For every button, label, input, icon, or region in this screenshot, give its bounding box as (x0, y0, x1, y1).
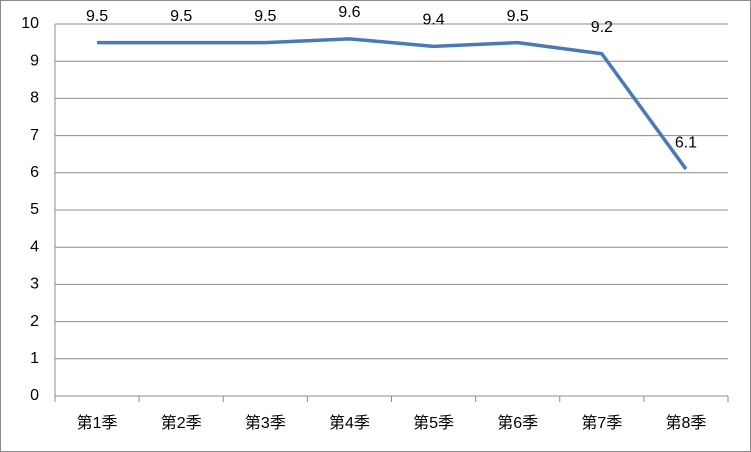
y-tick-label: 6 (30, 164, 39, 181)
y-tick-label: 4 (30, 238, 39, 255)
y-tick-label: 10 (21, 15, 39, 32)
y-tick-label: 2 (30, 313, 39, 330)
data-label: 9.4 (422, 12, 444, 29)
data-label: 9.6 (338, 4, 360, 21)
y-tick-label: 8 (30, 90, 39, 107)
data-label: 9.5 (507, 8, 529, 25)
data-label: 9.5 (254, 8, 276, 25)
data-label: 9.5 (86, 8, 108, 25)
y-tick-label: 3 (30, 276, 39, 293)
x-tick-label: 第8季 (665, 414, 706, 432)
y-tick-label: 0 (30, 387, 39, 404)
y-tick-label: 9 (30, 52, 39, 69)
series-line (97, 37, 688, 171)
x-tick-label: 第7季 (581, 414, 622, 432)
y-tick-label: 5 (30, 201, 39, 218)
x-tick-label: 第3季 (245, 414, 286, 432)
data-label: 9.2 (591, 19, 613, 36)
x-tick-label: 第1季 (77, 414, 118, 432)
x-tick-label: 第6季 (497, 414, 538, 432)
x-tick-label: 第4季 (329, 414, 370, 432)
y-tick-label: 7 (30, 127, 39, 144)
data-label: 9.5 (170, 8, 192, 25)
x-tick-label: 第2季 (161, 414, 202, 432)
y-tick-label: 1 (30, 350, 39, 367)
x-tick-label: 第5季 (413, 414, 454, 432)
data-label: 6.1 (675, 134, 697, 151)
